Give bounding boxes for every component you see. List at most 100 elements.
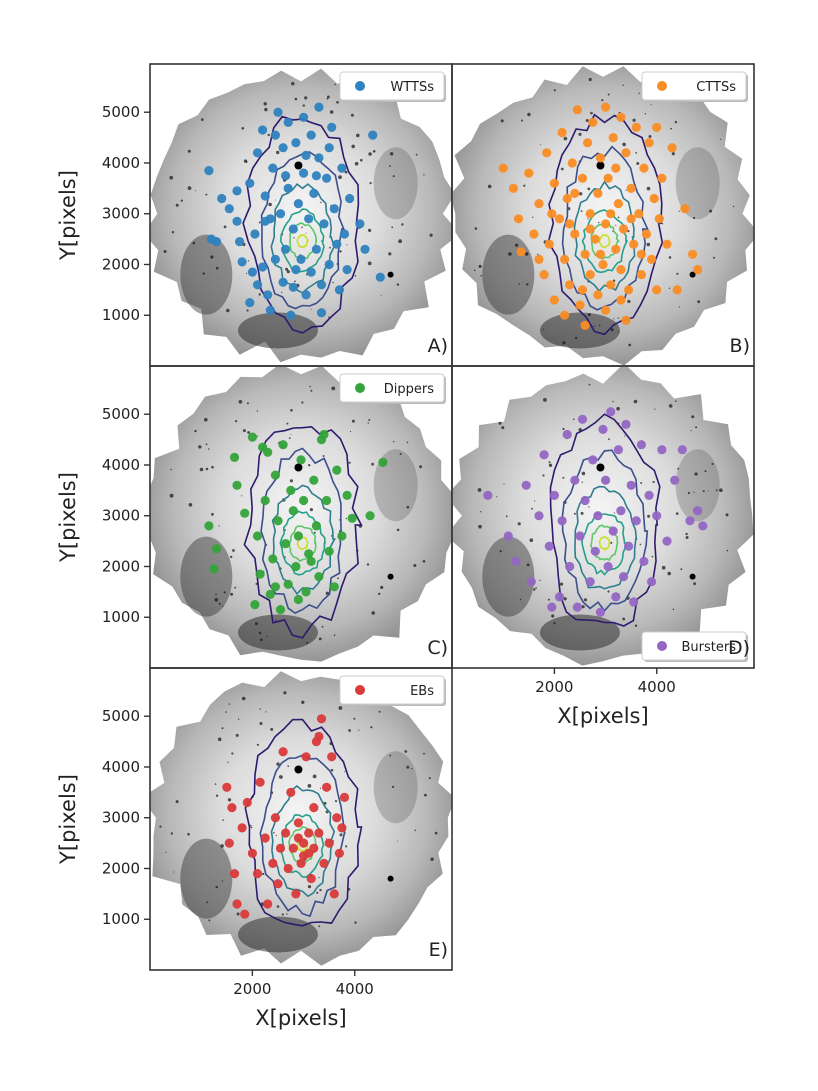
data-point [549,295,560,305]
data-point [319,429,329,440]
panel-B: CTTSs B) [451,63,755,367]
data-point [613,199,624,209]
data-point [498,163,508,173]
data-point [547,602,557,612]
background-star [392,440,395,443]
panel-C: Dippers C) 1000 2000 3000 4000 5000 Y[pixels] [56,365,453,669]
x-tick-label: 4000 [638,678,676,696]
data-point [554,592,565,602]
background-star [695,426,698,429]
legend-box [339,71,445,101]
data-point [626,214,636,224]
data-point [652,511,662,521]
background-star [478,264,482,268]
background-star [719,488,723,493]
background-star [419,465,423,469]
data-point [316,280,327,290]
data-point [319,219,329,229]
background-star [307,784,312,788]
background-star [214,598,219,602]
data-point [616,506,626,516]
data-point [283,183,293,193]
data-point [606,407,616,417]
data-point [252,869,263,879]
y-tick-label: 1000 [102,608,140,626]
data-point [626,183,636,193]
density-contour [581,512,627,576]
data-point [288,843,298,853]
data-point [222,782,232,792]
background-star [581,471,586,476]
data-point [572,105,583,115]
dark-cloud [180,234,233,315]
background-star [313,531,316,534]
data-point [601,305,611,315]
data-point [319,858,329,869]
background-star [235,420,238,423]
data-point [572,602,583,612]
background-star [624,435,626,437]
background-star [231,752,234,755]
background-star [320,201,322,204]
background-star [238,400,243,404]
background-star [650,104,652,106]
background-star [415,153,418,156]
data-point [544,239,554,249]
background-star [245,272,248,274]
background-star [725,513,729,517]
data-point [270,470,280,480]
legend-marker [657,81,667,91]
background-star [346,244,348,246]
background-star [308,464,311,467]
data-point [275,605,286,615]
data-point [247,432,257,442]
background-star [390,152,394,156]
data-point [693,506,703,516]
data-point [503,531,513,541]
data-point [693,265,703,275]
background-star [392,175,395,178]
data-point [291,138,301,148]
background-star [424,793,427,797]
background-star [487,184,492,189]
data-point [209,564,219,574]
data-point [355,219,365,229]
background-star [587,218,589,220]
y-axis-title: Y[pixels] [56,170,80,261]
background-star [677,467,680,470]
background-star [202,272,205,275]
data-point [334,285,344,295]
background-star [480,511,482,513]
background-star [270,727,274,731]
background-star [367,422,369,424]
background-star [234,586,237,589]
background-star [354,275,357,277]
data-point [570,188,580,198]
background-star [291,82,295,86]
background-star [715,489,718,492]
data-point [286,485,296,495]
background-star [474,227,478,230]
data-point [270,130,280,140]
background-star [671,152,675,156]
data-point [278,747,288,757]
background-star [675,512,679,515]
panel-content [150,68,452,363]
data-point [657,173,667,183]
data-point [265,589,275,600]
data-point [296,455,306,465]
data-point [217,193,227,204]
background-star [241,696,246,701]
background-star [273,832,275,834]
data-point [296,858,306,869]
background-star [348,729,351,732]
background-star [515,243,519,247]
background-star [222,819,224,821]
background-star [693,491,695,493]
density-contour [549,413,661,627]
background-star [627,299,631,304]
background-star [616,406,620,411]
background-star [336,101,339,104]
panel-A: WTTSs A) 1000 2000 3000 4000 5000 Y[pixels] [56,63,453,367]
y-axis-title: Y[pixels] [56,472,80,563]
